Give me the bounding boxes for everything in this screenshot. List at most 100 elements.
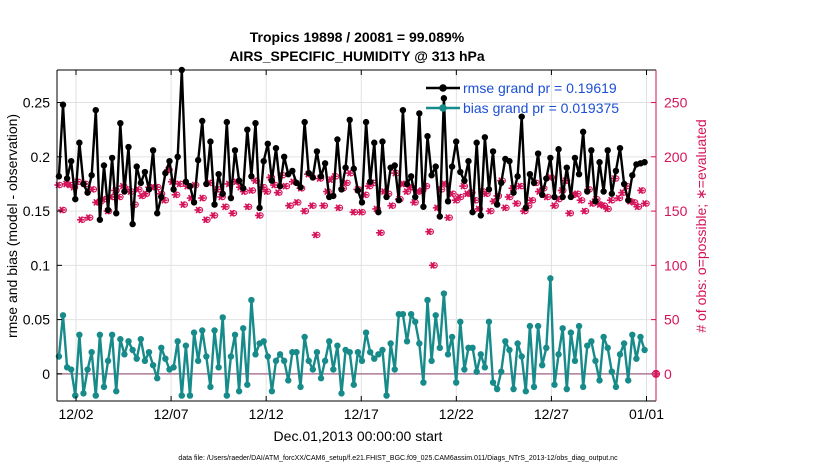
rmse-data-point (600, 188, 607, 195)
evaluated-count-stroke (210, 211, 216, 219)
evaluated-count-stroke (346, 169, 352, 177)
bias-data-point (436, 344, 444, 352)
evaluated-count-marker (459, 182, 467, 190)
rmse-data-point (620, 180, 628, 188)
evaluated-count-stroke (619, 189, 625, 197)
bias-data-point (293, 348, 300, 356)
evaluated-count-marker (88, 185, 96, 193)
evaluated-count-stroke (407, 183, 413, 191)
rmse-data-point (391, 162, 398, 169)
bias-data-point (354, 348, 362, 356)
bias-data-point (387, 340, 394, 347)
bias-data-point (215, 364, 222, 371)
rmse-data-point (338, 186, 345, 193)
bias-data-point (260, 338, 267, 345)
rmse-data-point (457, 168, 464, 176)
evaluated-count-stroke (642, 199, 648, 208)
evaluated-count-stroke (403, 188, 409, 196)
rmse-data-point (575, 170, 583, 178)
evaluated-count-stroke (180, 201, 186, 209)
bias-data-point (366, 348, 374, 356)
y-right-tick-label: 50 (664, 312, 680, 328)
rmse-data-point (199, 117, 206, 125)
evaluated-count-stroke (449, 190, 455, 198)
x-tick-label: 12/02 (58, 406, 93, 422)
bias-data-point (309, 366, 317, 373)
bias-data-point (391, 366, 398, 373)
evaluated-count-marker (640, 199, 649, 208)
evaluated-count-stroke (638, 186, 644, 194)
rmse-data-point (625, 197, 632, 204)
evaluated-count-stroke (536, 188, 542, 196)
bias-data-point (104, 357, 112, 365)
rmse-data-point (563, 164, 570, 171)
bias-data-point (412, 318, 419, 325)
rmse-data-point (641, 159, 648, 166)
chart-title-line1: Tropics 19898 / 20081 = 99.089% (250, 29, 465, 45)
y-right-tick-label: 200 (664, 149, 688, 165)
evaluated-count-stroke (433, 204, 439, 212)
bias-data-point (604, 344, 611, 352)
evaluated-count-stroke (301, 207, 307, 215)
evaluated-count-stroke (630, 198, 636, 206)
evaluated-count-marker (300, 207, 308, 215)
y-left-tick-label: 0.1 (31, 257, 51, 273)
rmse-data-point (63, 175, 71, 182)
evaluated-count-stroke (195, 206, 201, 214)
rmse-data-point (629, 172, 636, 179)
evaluated-count-marker (444, 214, 452, 222)
plot-area (57, 70, 656, 401)
evaluated-count-stroke (312, 231, 318, 239)
evaluated-count-marker (84, 214, 92, 222)
bias-data-point (235, 388, 243, 395)
evaluated-count-marker (319, 202, 327, 210)
rmse-data-point (158, 193, 165, 201)
bias-data-point (301, 333, 308, 341)
rmse-data-point (567, 193, 575, 201)
bias-data-point (555, 351, 562, 358)
evaluated-count-stroke (274, 189, 280, 197)
bias-data-point (608, 368, 616, 375)
bias-data-point (489, 379, 497, 386)
evaluated-count-marker (220, 203, 229, 211)
bias-data-point (162, 355, 169, 362)
bias-data-point (440, 290, 448, 297)
rmse-data-point (379, 138, 386, 145)
bias-data-point (211, 327, 218, 334)
bias-data-point (461, 366, 468, 373)
rmse-data-point (129, 220, 136, 228)
bias-data-point (559, 325, 566, 332)
rmse-data-point (473, 139, 480, 146)
rmse-data-point (604, 147, 611, 154)
bias-data-point (137, 335, 145, 343)
bias-data-point (543, 344, 550, 352)
bias-data-point (248, 296, 255, 304)
bias-data-point (416, 340, 423, 347)
bias-data-point (285, 377, 292, 384)
rmse-data-point (395, 197, 403, 204)
bias-data-point (117, 335, 124, 343)
bias-data-point (297, 383, 304, 391)
y-left-tick-label: 0.2 (31, 149, 51, 165)
evaluated-count-stroke (252, 177, 258, 185)
evaluated-count-marker (345, 169, 353, 177)
x-tick-label: 01/01 (629, 406, 664, 422)
bias-data-point (145, 348, 153, 356)
rmse-data-point (313, 148, 321, 155)
evaluated-count-stroke (604, 205, 610, 213)
bias-data-point (362, 329, 370, 336)
evaluated-count-marker (198, 194, 206, 202)
evaluated-count-stroke (452, 196, 458, 204)
evaluated-count-stroke (596, 201, 602, 209)
bias-data-point (481, 364, 489, 371)
rmse-data-point (244, 126, 251, 133)
bias-data-point (616, 351, 624, 358)
rmse-data-point (330, 192, 337, 200)
data-series (55, 66, 656, 399)
evaluated-count-stroke (634, 203, 640, 211)
evaluated-count-stroke (411, 198, 417, 206)
evaluated-count-stroke (63, 180, 69, 188)
rmse-data-point (317, 173, 325, 180)
bias-data-point (633, 355, 640, 362)
evaluated-count-stroke (566, 209, 572, 217)
